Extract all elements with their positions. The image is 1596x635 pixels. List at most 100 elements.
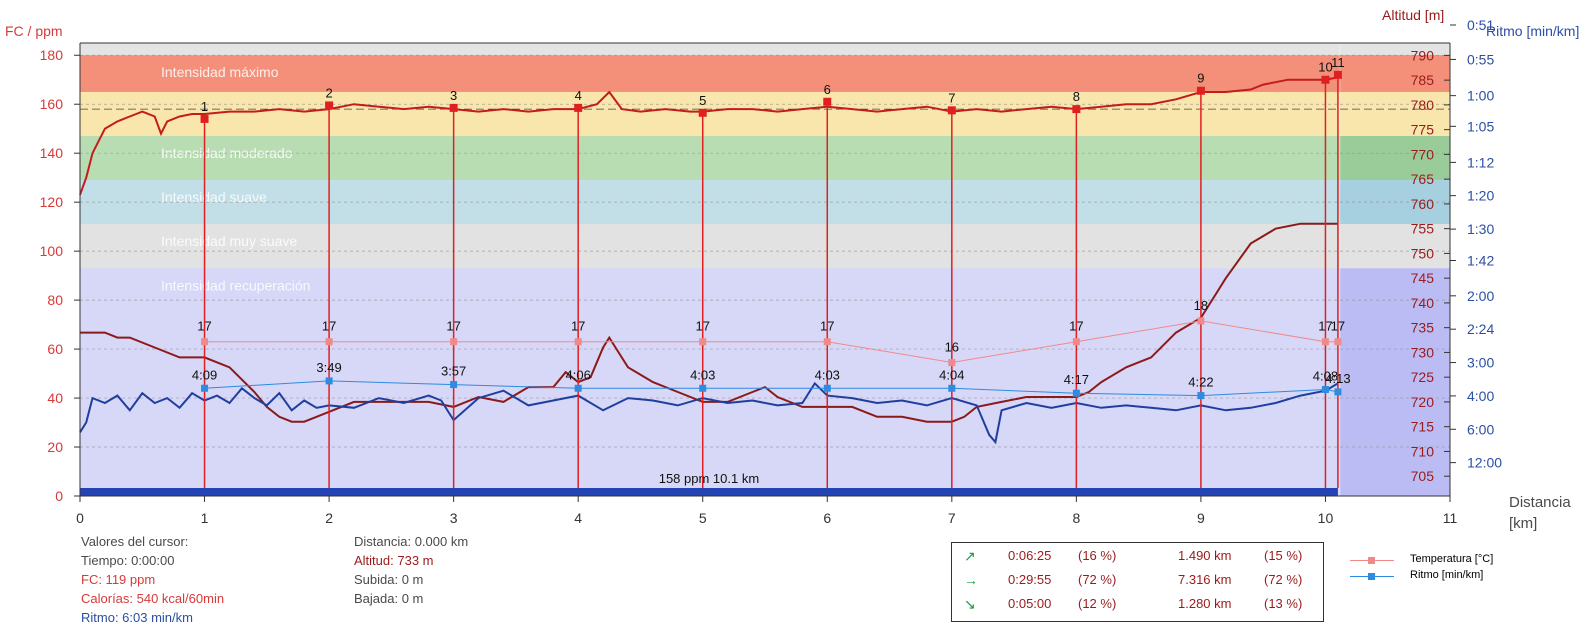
temperature-marker — [1321, 338, 1329, 346]
lap-pace-marker — [450, 381, 458, 389]
slope-distance: 7.316 km — [1178, 572, 1232, 587]
cursor-distance: Distancia: 0.000 km — [354, 534, 469, 549]
slope-time-pct: (72 %) — [1078, 572, 1117, 587]
lap-label: 6 — [824, 82, 831, 97]
bottom-bar-label: 158 ppm 10.1 km — [659, 471, 759, 486]
zone-band-right — [1340, 55, 1450, 92]
legend-label: Ritmo [min/km] — [1410, 569, 1484, 581]
hr-tick-label: 140 — [40, 145, 64, 161]
slope-summary-box: ↗ 0:06:25 (16 %) 1.490 km (15 %) → 0:29:… — [951, 542, 1324, 622]
altitude-tick-label: 740 — [1411, 295, 1435, 311]
slope-time-pct: (16 %) — [1078, 548, 1117, 563]
cursor-title: Valores del cursor: — [81, 534, 189, 549]
slope-distance: 1.280 km — [1178, 596, 1232, 611]
lap-marker — [1321, 75, 1330, 84]
slope-time-pct: (12 %) — [1078, 596, 1117, 611]
zone-label: Intensidad suave — [161, 189, 267, 205]
pace-axis-title: Ritmo [min/km] — [1486, 23, 1580, 39]
temperature-label: 17 — [1069, 319, 1083, 334]
legend-marker — [1368, 557, 1375, 564]
altitude-tick-label: 765 — [1411, 171, 1435, 187]
cursor-calories: Calorías: 540 kcal/60min — [81, 591, 225, 606]
pace-tick-label: 2:00 — [1467, 288, 1494, 304]
lap-pace-marker — [823, 384, 831, 392]
lap-label: 11 — [1331, 55, 1345, 70]
altitude-tick-label: 715 — [1411, 419, 1435, 435]
lap-marker — [200, 114, 209, 123]
zone-band — [80, 55, 1450, 92]
pace-tick-label: 1:30 — [1467, 221, 1494, 237]
hr-tick-label: 120 — [40, 194, 64, 210]
altitude-axis-title: Altitud [m] — [1382, 7, 1445, 23]
temperature-label: 17 — [695, 319, 709, 334]
slope-distance: 1.490 km — [1178, 548, 1232, 563]
altitude-tick-label: 725 — [1411, 369, 1435, 385]
lap-pace-label: 3:57 — [441, 364, 466, 379]
pace-tick-label: 1:05 — [1467, 118, 1494, 134]
lap-pace-marker — [325, 377, 333, 385]
lap-pace-label: 3:49 — [316, 360, 341, 375]
pace-tick-label: 2:24 — [1467, 321, 1494, 337]
altitude-tick-label: 775 — [1411, 122, 1435, 138]
altitude-tick-label: 780 — [1411, 97, 1435, 113]
lap-pace-label: 4:03 — [815, 367, 840, 382]
x-tick-label: 8 — [1072, 510, 1080, 526]
temperature-label: 17 — [1318, 319, 1332, 334]
arrow-right-icon: → — [964, 572, 978, 588]
lap-pace-marker — [201, 384, 209, 392]
lap-label: 9 — [1197, 71, 1204, 86]
axes — [74, 24, 1456, 502]
temperature-label: 17 — [1331, 319, 1345, 334]
zone-band — [80, 136, 1450, 181]
zone-band-right — [1340, 136, 1450, 181]
lap-label: 4 — [575, 88, 582, 103]
altitude-tick-label: 735 — [1411, 320, 1435, 336]
temperature-marker — [948, 359, 956, 367]
altitude-tick-label: 750 — [1411, 245, 1435, 261]
pace-tick-label: 3:00 — [1467, 355, 1494, 371]
x-tick-label: 0 — [76, 510, 84, 526]
cursor-altitude: Altitud: 733 m — [354, 553, 434, 568]
altitude-tick-label: 785 — [1411, 72, 1435, 88]
lap-marker — [1333, 70, 1342, 79]
zone-label: Intensidad muy suave — [161, 233, 297, 249]
lap-marker — [325, 101, 334, 110]
hr-tick-label: 80 — [47, 292, 63, 308]
lap-pace-marker — [574, 384, 582, 392]
lap-pace-marker — [948, 384, 956, 392]
cursor-time: Tiempo: 0:00:00 — [81, 553, 175, 568]
cursor-pace: Ritmo: 6:03 min/km — [81, 610, 193, 625]
x-tick-label: 4 — [574, 510, 582, 526]
x-tick-label: 5 — [699, 510, 707, 526]
slope-row-up: ↗ 0:06:25 (16 %) 1.490 km (15 %) — [952, 548, 1323, 568]
temperature-label: 17 — [197, 319, 211, 334]
slope-time: 0:29:55 — [1008, 572, 1052, 587]
axis-labels: 0204060801001201401601807057107157207257… — [40, 17, 1503, 526]
lap-marker — [574, 103, 583, 112]
cursor-descent: Bajada: 0 m — [354, 591, 424, 606]
lap-label: 5 — [699, 93, 706, 108]
hr-tick-label: 160 — [40, 96, 64, 112]
lap-pace-label: 4:06 — [566, 367, 591, 382]
temperature-label: 17 — [820, 319, 834, 334]
temperature-marker — [450, 338, 458, 346]
zone-label: Intensidad recuperación — [161, 277, 310, 293]
lap-pace-label: 4:13 — [1325, 371, 1350, 386]
zone-band — [80, 224, 1450, 269]
temperature-label: 17 — [322, 319, 336, 334]
zone-band-right — [1340, 91, 1450, 137]
altitude-tick-label: 730 — [1411, 344, 1435, 360]
pace-tick-label: 12:00 — [1467, 455, 1502, 471]
lap-pace-label: 4:22 — [1188, 375, 1213, 390]
cursor-values-panel-2: Distancia: 0.000 km Altitud: 733 m Subid… — [354, 532, 468, 608]
lap-pace-marker — [1321, 385, 1329, 393]
pace-tick-label: 0:51 — [1467, 17, 1494, 33]
lap-pace-marker — [1334, 388, 1342, 396]
lap-marker — [698, 108, 707, 117]
pace-tick-label: 1:20 — [1467, 188, 1494, 204]
temperature-marker — [1072, 338, 1080, 346]
temperature-marker — [1334, 338, 1342, 346]
heart-rate-line — [79, 76, 1339, 196]
temperature-label: 16 — [945, 340, 959, 355]
lap-marker — [823, 97, 832, 106]
